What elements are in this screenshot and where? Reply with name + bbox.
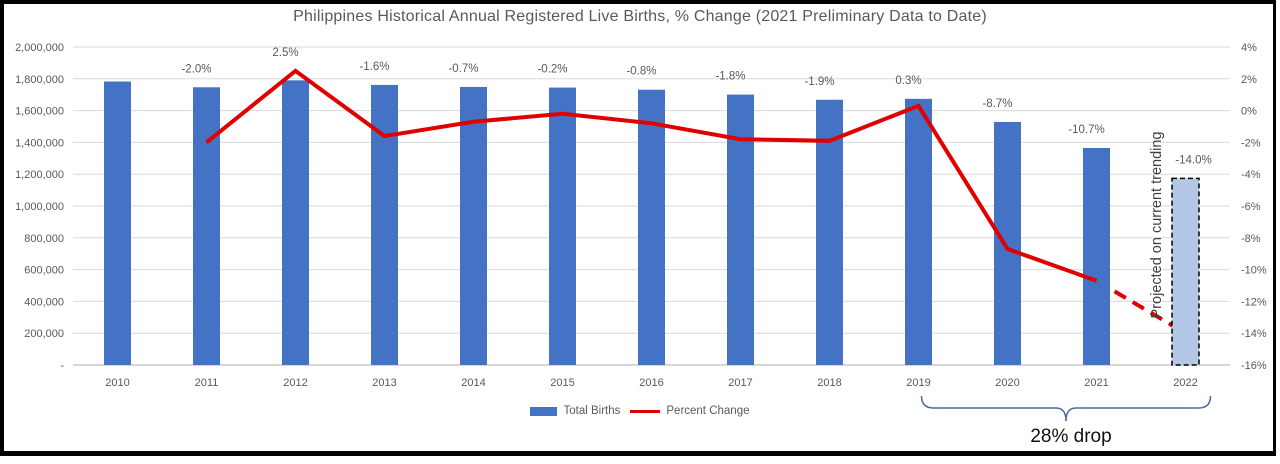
left-axis-tick: -: [60, 360, 64, 372]
bar-2011: [193, 87, 220, 365]
right-axis-tick: 4%: [1241, 42, 1257, 54]
year-label-2018: 2018: [817, 377, 841, 389]
pct-label-2016: -0.8%: [626, 66, 656, 78]
total-births-legend-label: Total Births: [563, 405, 621, 417]
right-axis-tick: -16%: [1241, 360, 1267, 372]
pct-label-2019: 0.3%: [895, 75, 921, 87]
left-axis-tick: 800,000: [24, 233, 64, 245]
projected-annotation: Projected on current trending: [1149, 131, 1165, 319]
pct-label-2017: -1.8%: [715, 71, 745, 83]
left-axis-tick: 1,400,000: [15, 137, 64, 149]
pct-label-2020: -8.7%: [982, 98, 1012, 110]
left-axis-tick: 1,800,000: [15, 74, 64, 86]
bar-2022: [1171, 177, 1200, 366]
percent-change-legend-label: Percent Change: [666, 405, 750, 417]
left-axis-tick: 1,200,000: [15, 169, 64, 181]
year-label-2015: 2015: [550, 377, 574, 389]
bar-2017: [727, 94, 754, 365]
chart-legend: Total Births Percent Change: [0, 403, 1280, 419]
left-axis-tick: 200,000: [24, 328, 64, 340]
bar-2012: [282, 80, 309, 365]
drop-annotation: 28% drop: [1030, 426, 1112, 447]
right-axis-tick: -6%: [1241, 201, 1261, 213]
pct-label-2022: -14.0%: [1175, 154, 1211, 166]
year-label-2013: 2013: [372, 377, 396, 389]
pct-label-2011: -2.0%: [181, 63, 211, 75]
right-axis-tick: -12%: [1241, 296, 1267, 308]
year-label-2021: 2021: [1084, 377, 1108, 389]
right-axis-tick: 2%: [1241, 74, 1257, 86]
pct-label-2015: -0.2%: [537, 64, 567, 76]
left-axis-tick: 1,000,000: [15, 201, 64, 213]
chart-title: Philippines Historical Annual Registered…: [293, 8, 987, 25]
year-label-2014: 2014: [461, 377, 485, 389]
left-axis-tick: 2,000,000: [15, 42, 64, 54]
bar-2020: [994, 121, 1021, 366]
bar-2019: [905, 98, 932, 365]
year-label-2020: 2020: [995, 377, 1019, 389]
percent-change-legend-line: [630, 409, 661, 413]
year-label-2011: 2011: [195, 377, 219, 389]
pct-label-2012: 2.5%: [272, 47, 298, 59]
percent-change-line: [205, 68, 1098, 283]
pct-label-2014: -0.7%: [448, 63, 478, 75]
left-axis-tick: 400,000: [24, 296, 64, 308]
bar-2016: [638, 89, 665, 366]
right-axis-tick: -2%: [1241, 137, 1261, 149]
right-axis-tick: -4%: [1241, 169, 1261, 181]
left-axis-tick: 1,600,000: [15, 106, 64, 118]
total-births-legend-swatch: [530, 406, 558, 416]
year-label-2016: 2016: [639, 377, 663, 389]
percent-change-projected-line: [1095, 279, 1187, 335]
bar-2021: [1083, 147, 1110, 365]
pct-label-2021: -10.7%: [1068, 124, 1104, 136]
pct-label-2013: -1.6%: [359, 61, 389, 73]
year-label-2022: 2022: [1173, 377, 1197, 389]
bar-2015: [549, 87, 576, 366]
bar-2018: [816, 99, 843, 365]
year-label-2010: 2010: [105, 377, 129, 389]
right-axis-tick: -10%: [1241, 265, 1267, 277]
bar-2014: [460, 86, 487, 365]
drop-span-bracket: [920, 395, 1212, 422]
bar-2010: [104, 81, 131, 366]
right-axis-tick: -8%: [1241, 233, 1261, 245]
right-axis-tick: 0%: [1241, 106, 1257, 118]
pct-label-2018: -1.9%: [804, 76, 834, 88]
year-label-2017: 2017: [728, 377, 752, 389]
year-label-2019: 2019: [906, 377, 930, 389]
right-axis-tick: -14%: [1241, 328, 1267, 340]
left-axis-tick: 600,000: [24, 265, 64, 277]
year-label-2012: 2012: [283, 377, 307, 389]
